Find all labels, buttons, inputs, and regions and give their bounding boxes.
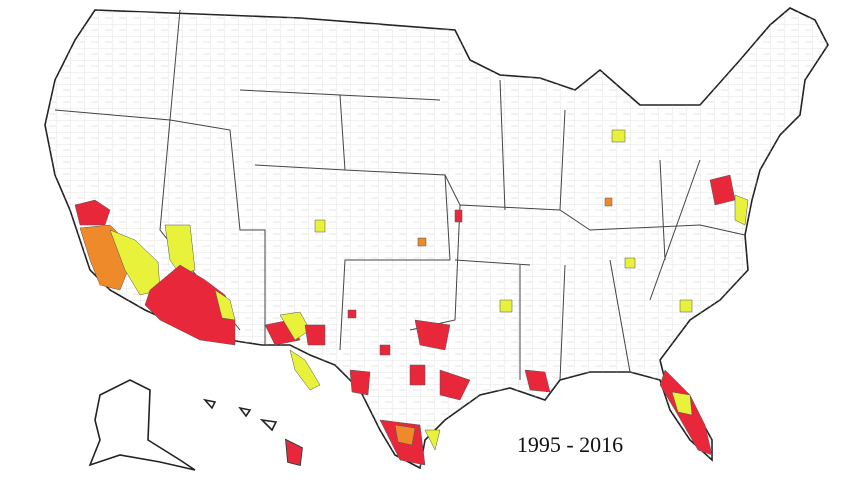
hawaii [202,398,303,466]
state-borders [54,9,746,381]
caption: 1995 - 2016 [517,432,623,457]
us-outline [44,7,829,470]
alaska [88,379,196,471]
highlighted-counties [74,129,749,466]
